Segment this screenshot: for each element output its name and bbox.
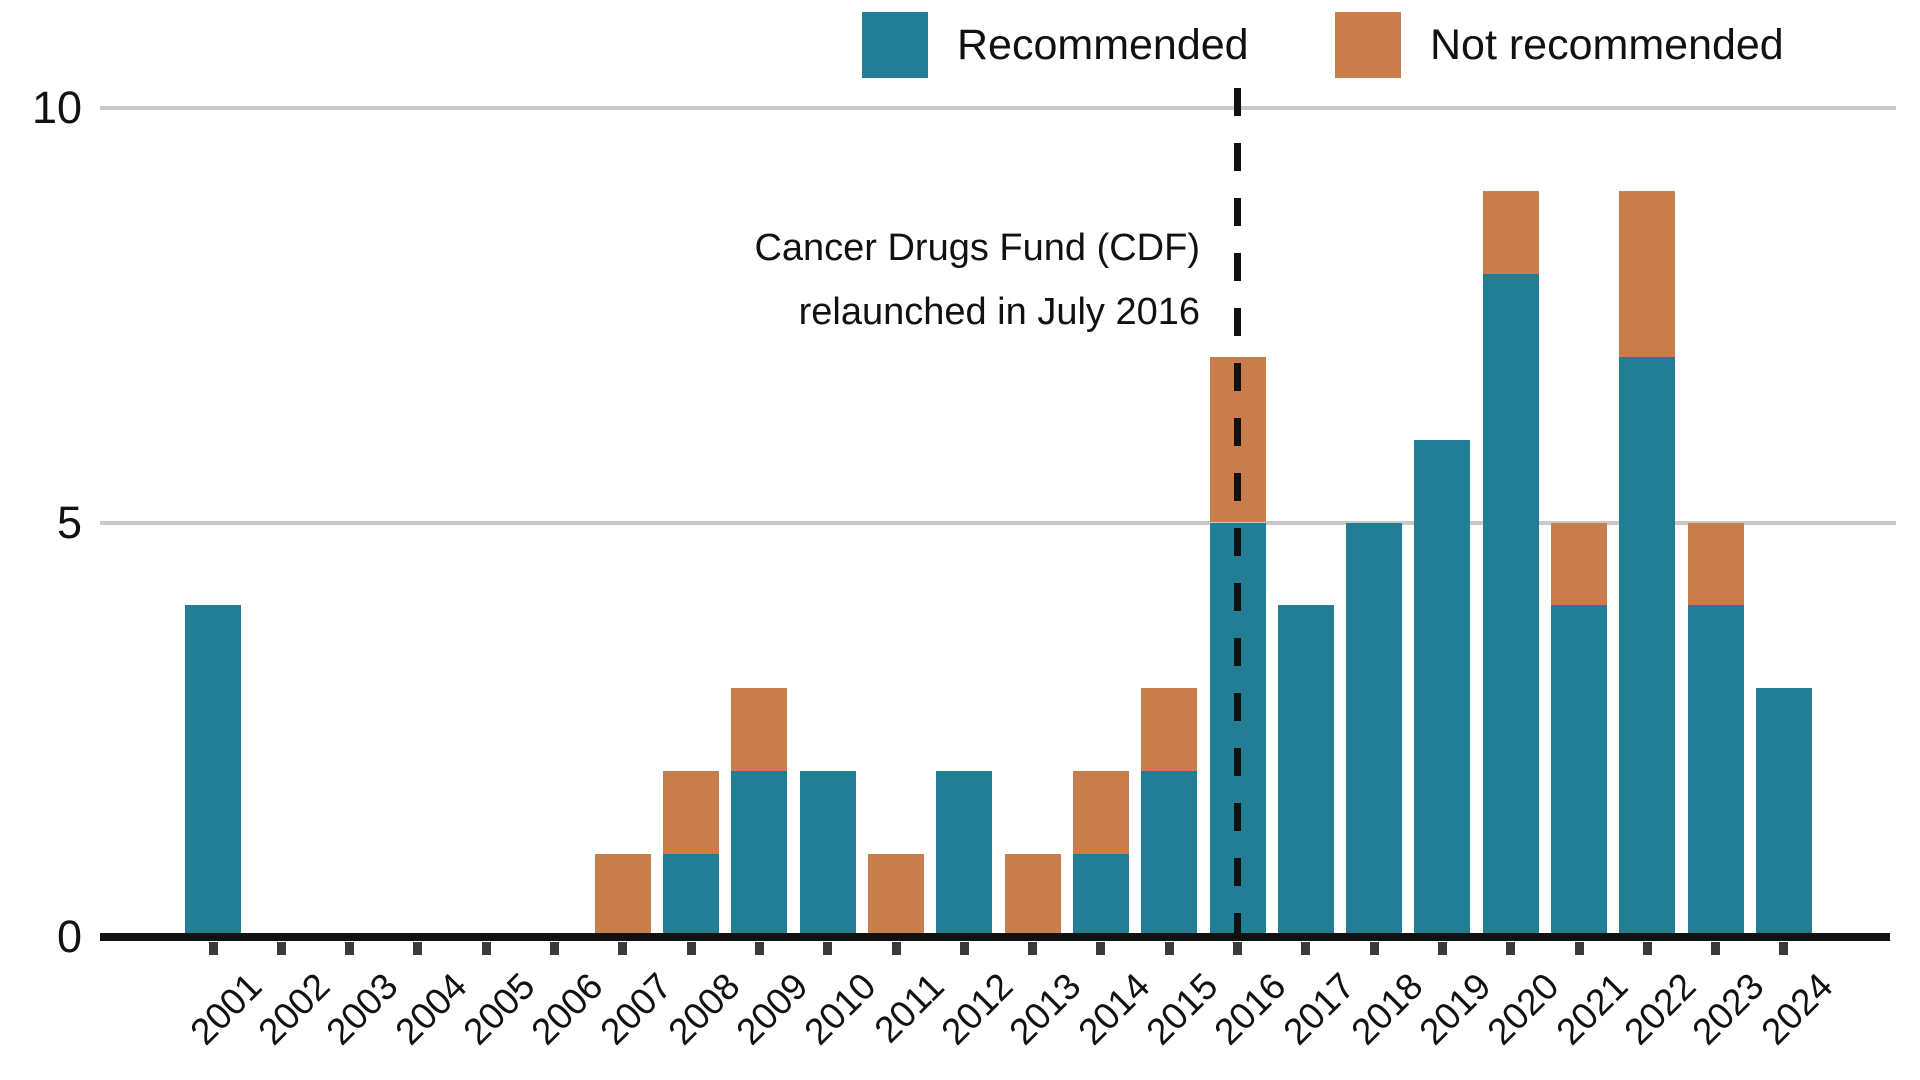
x-tick-2023 bbox=[1711, 942, 1721, 955]
cdf-annotation: Cancer Drugs Fund (CDF) relaunched in Ju… bbox=[754, 216, 1200, 344]
x-tick-2007 bbox=[618, 942, 628, 955]
x-tick-2014 bbox=[1096, 942, 1106, 955]
x-tick-label-2011: 2011 bbox=[867, 965, 953, 1051]
x-axis-line bbox=[100, 933, 1890, 941]
x-tick-2005 bbox=[481, 942, 491, 955]
bar-2001-recommended bbox=[185, 605, 241, 937]
bar-2018-recommended bbox=[1346, 522, 1403, 937]
bar-2013-not-recommended bbox=[1004, 854, 1061, 937]
x-tick-2011 bbox=[891, 942, 901, 955]
x-tick-label-2018: 2018 bbox=[1343, 965, 1431, 1053]
legend-label-not-recommended: Not recommended bbox=[1430, 21, 1784, 69]
bar-2022-recommended bbox=[1619, 356, 1676, 937]
bar-2021-not-recommended bbox=[1551, 522, 1607, 606]
x-tick-2017 bbox=[1301, 942, 1311, 955]
bar-2012-recommended bbox=[936, 771, 993, 937]
y-tick-label-0: 0 bbox=[56, 911, 82, 962]
legend: Recommended Not recommended bbox=[0, 0, 1920, 90]
x-tick-2020 bbox=[1506, 942, 1516, 955]
x-tick-label-2019: 2019 bbox=[1411, 965, 1499, 1053]
bar-2009-recommended bbox=[731, 771, 788, 937]
x-tick-2008 bbox=[686, 942, 696, 955]
x-tick-label-2001: 2001 bbox=[182, 965, 270, 1053]
cdf-reference-line bbox=[1234, 88, 1241, 937]
x-tick-label-2017: 2017 bbox=[1274, 965, 1363, 1053]
x-tick-2009 bbox=[754, 942, 764, 955]
bar-2007-not-recommended bbox=[594, 854, 651, 937]
x-tick-2002 bbox=[276, 942, 286, 955]
bar-2008-recommended bbox=[663, 854, 720, 937]
x-tick-2019 bbox=[1437, 942, 1447, 955]
x-tick-label-2009: 2009 bbox=[728, 965, 816, 1053]
x-tick-2021 bbox=[1574, 942, 1584, 955]
x-tick-label-2012: 2012 bbox=[933, 965, 1021, 1053]
x-tick-2015 bbox=[1164, 942, 1174, 955]
bar-2014-recommended bbox=[1072, 854, 1129, 937]
x-tick-2016 bbox=[1233, 942, 1242, 955]
x-tick-label-2014: 2014 bbox=[1069, 965, 1158, 1053]
x-tick-2006 bbox=[550, 942, 559, 955]
x-tick-label-2002: 2002 bbox=[250, 965, 338, 1053]
bar-2021-recommended bbox=[1551, 605, 1607, 937]
x-tick-2018 bbox=[1369, 942, 1379, 955]
x-tick-label-2006: 2006 bbox=[523, 965, 611, 1053]
x-tick-2022 bbox=[1642, 942, 1652, 955]
gridline-y-5 bbox=[100, 520, 1896, 525]
bar-2015-recommended bbox=[1141, 771, 1198, 937]
bar-2023-recommended bbox=[1687, 605, 1744, 937]
bar-2014-not-recommended bbox=[1072, 771, 1129, 855]
x-tick-2010 bbox=[823, 942, 833, 955]
x-tick-label-2008: 2008 bbox=[660, 965, 748, 1053]
y-tick-label-5: 5 bbox=[56, 496, 82, 548]
x-tick-label-2010: 2010 bbox=[796, 965, 884, 1053]
bar-2015-not-recommended bbox=[1141, 688, 1198, 772]
gridline-y-10 bbox=[100, 106, 1896, 110]
x-tick-2001 bbox=[208, 942, 218, 955]
x-tick-label-2015: 2015 bbox=[1138, 965, 1226, 1053]
x-tick-2013 bbox=[1028, 942, 1038, 955]
bar-2020-recommended bbox=[1482, 273, 1539, 937]
x-tick-label-2003: 2003 bbox=[318, 965, 406, 1053]
x-tick-label-2007: 2007 bbox=[591, 965, 680, 1053]
x-tick-2012 bbox=[959, 942, 969, 955]
x-tick-label-2022: 2022 bbox=[1616, 965, 1704, 1053]
bar-2017-recommended bbox=[1277, 605, 1334, 937]
x-tick-label-2021: 2021 bbox=[1548, 965, 1636, 1053]
legend-swatch-recommended bbox=[862, 12, 928, 78]
cdf-annotation-line1: Cancer Drugs Fund (CDF) bbox=[754, 227, 1200, 269]
bar-2022-not-recommended bbox=[1619, 190, 1676, 357]
legend-label-recommended: Recommended bbox=[957, 21, 1249, 69]
x-tick-label-2020: 2020 bbox=[1479, 965, 1567, 1053]
bar-2011-not-recommended bbox=[868, 854, 924, 937]
x-tick-label-2013: 2013 bbox=[1001, 965, 1089, 1053]
x-tick-label-2024: 2024 bbox=[1752, 965, 1841, 1053]
bar-2009-not-recommended bbox=[731, 688, 788, 772]
x-tick-2003 bbox=[345, 942, 355, 955]
legend-swatch-not-recommended bbox=[1335, 12, 1401, 78]
bar-2023-not-recommended bbox=[1687, 522, 1744, 606]
x-tick-label-2016: 2016 bbox=[1206, 965, 1294, 1053]
bar-2008-not-recommended bbox=[663, 771, 720, 855]
bar-2020-not-recommended bbox=[1482, 190, 1539, 274]
cdf-annotation-line2: relaunched in July 2016 bbox=[798, 291, 1200, 333]
x-tick-label-2005: 2005 bbox=[455, 965, 543, 1053]
x-tick-label-2004: 2004 bbox=[386, 965, 475, 1053]
bar-2010-recommended bbox=[799, 771, 856, 937]
x-tick-2024 bbox=[1779, 942, 1789, 955]
bar-2024-recommended bbox=[1755, 688, 1812, 937]
bar-2019-recommended bbox=[1414, 439, 1471, 937]
x-tick-2004 bbox=[413, 942, 423, 955]
x-tick-label-2023: 2023 bbox=[1684, 965, 1772, 1053]
y-tick-label-10: 10 bbox=[31, 82, 82, 133]
